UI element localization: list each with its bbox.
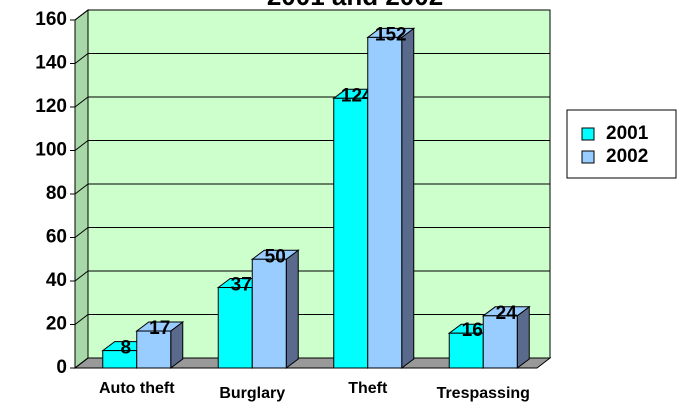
bar [135, 321, 185, 369]
y-tick-label: 40 [46, 270, 67, 291]
bar-side [516, 305, 530, 369]
bar-front [367, 36, 403, 369]
grid-line-side [74, 314, 89, 325]
grid-line-side [74, 183, 89, 195]
y-tick-label: 120 [35, 96, 67, 117]
legend-label: 2002 [606, 146, 648, 167]
data-label: 17 [149, 318, 170, 339]
x-tick-label: Burglary [219, 385, 285, 402]
chart-title: 2001 and 2002 [267, 0, 443, 11]
bar-side [285, 249, 299, 369]
data-label: 50 [265, 246, 286, 267]
data-label: 16 [462, 320, 483, 341]
grid-line-side [74, 96, 89, 108]
y-tick-label: 100 [35, 140, 67, 161]
bar-front [482, 315, 518, 369]
data-label: 152 [375, 24, 407, 45]
grid-line-side [74, 227, 89, 238]
grid-line-side [74, 53, 89, 64]
grid-line-side [74, 357, 89, 369]
legend-label: 2001 [606, 123, 649, 144]
bar-front [333, 97, 369, 369]
bar-front [448, 332, 484, 369]
grid-line-side [74, 9, 89, 21]
bar-side [401, 27, 415, 369]
bar-front [251, 258, 287, 369]
data-label: 37 [231, 275, 252, 296]
y-tick-label: 60 [46, 227, 67, 248]
x-tick-label: Theft [348, 380, 388, 397]
grid-line-side [74, 140, 89, 151]
legend-swatch [581, 150, 595, 164]
data-label: 124 [341, 85, 373, 106]
grid-line-side [74, 270, 89, 282]
y-tick-label: 160 [35, 9, 67, 30]
x-tick-label: Trespassing [437, 385, 530, 402]
bar [366, 27, 416, 369]
data-label: 24 [496, 303, 518, 324]
data-label: 8 [120, 338, 131, 359]
x-tick-label: Auto theft [99, 380, 175, 397]
bar-front [136, 330, 172, 369]
bar [250, 249, 300, 369]
y-tick-label: 20 [46, 314, 67, 335]
bar-front [217, 287, 253, 369]
y-tick-label: 140 [35, 53, 67, 74]
y-tick-label: 0 [56, 357, 67, 378]
legend-swatch [581, 127, 595, 141]
bar [481, 305, 531, 369]
legend-box [566, 109, 677, 179]
y-tick-label: 80 [46, 183, 67, 204]
